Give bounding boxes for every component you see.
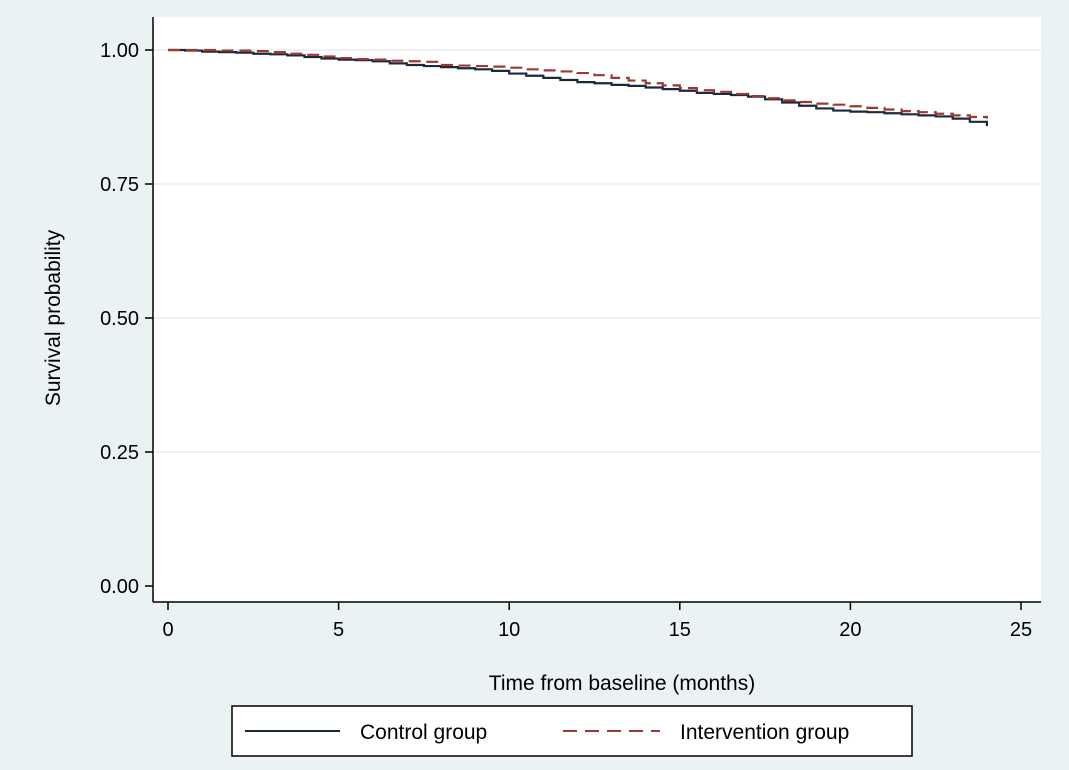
y-grid — [153, 49, 1041, 453]
series-line-intervention — [168, 48, 988, 119]
legend-label-intervention: Intervention group — [680, 721, 849, 744]
y-tick-label: 0.25 — [100, 442, 139, 464]
plot-area — [153, 17, 1041, 602]
x-tick-label: 15 — [669, 619, 691, 641]
x-tick-label: 5 — [333, 619, 344, 641]
y-tick-label: 0.50 — [100, 308, 139, 330]
legend: Control group Intervention group — [231, 705, 913, 757]
y-axis-title: Survival probability — [42, 229, 65, 406]
axes — [145, 17, 1041, 610]
x-tick-label: 0 — [162, 619, 173, 641]
x-axis-title: Time from baseline (months) — [489, 672, 755, 695]
x-tick-label: 10 — [498, 619, 520, 641]
y-tick-label: 0.75 — [100, 174, 139, 196]
y-tick-label: 1.00 — [100, 40, 139, 62]
series-layer — [168, 48, 988, 127]
y-tick-label: 0.00 — [100, 576, 139, 598]
legend-label-control: Control group — [360, 721, 487, 744]
tick-labels: 0.00 0.25 0.50 0.75 1.00 0 5 10 15 20 25 — [100, 40, 1032, 641]
x-tick-label: 25 — [1010, 619, 1032, 641]
x-tick-label: 20 — [839, 619, 861, 641]
series-line-control — [168, 48, 988, 127]
